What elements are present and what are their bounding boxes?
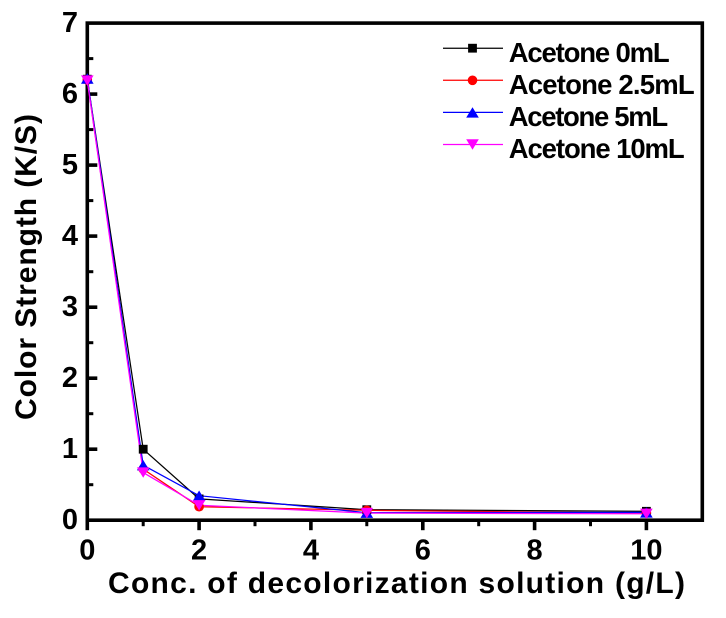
svg-text:Acetone 2.5mL: Acetone 2.5mL	[509, 69, 695, 100]
svg-text:3: 3	[62, 291, 78, 323]
svg-text:0: 0	[62, 504, 78, 536]
svg-text:Color Strength (K/S): Color Strength (K/S)	[10, 114, 43, 420]
svg-text:10: 10	[630, 535, 662, 567]
svg-text:1: 1	[62, 433, 78, 465]
svg-text:Acetone 10mL: Acetone 10mL	[509, 133, 685, 164]
svg-text:2: 2	[62, 362, 78, 394]
svg-text:6: 6	[415, 535, 431, 567]
svg-text:0: 0	[79, 535, 95, 567]
svg-text:Acetone 0mL: Acetone 0mL	[509, 37, 670, 68]
svg-text:4: 4	[303, 535, 319, 567]
svg-text:2: 2	[191, 535, 207, 567]
svg-text:4: 4	[62, 220, 78, 252]
svg-text:Acetone 5mL: Acetone 5mL	[509, 101, 669, 132]
svg-text:8: 8	[527, 535, 543, 567]
svg-text:7: 7	[62, 7, 78, 39]
svg-text:5: 5	[62, 149, 78, 181]
svg-text:Conc. of decolorization soluti: Conc. of decolorization solution (g/L)	[108, 567, 685, 600]
svg-text:6: 6	[62, 78, 78, 110]
